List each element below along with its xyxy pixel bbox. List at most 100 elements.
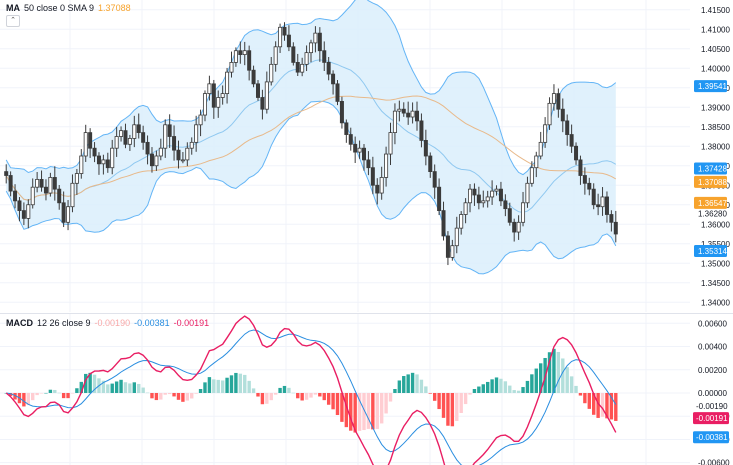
candle <box>317 27 322 62</box>
macd-value-label: -0.00191 <box>693 412 729 425</box>
candle <box>242 41 247 66</box>
histogram-bar <box>44 392 48 394</box>
macd-line <box>5 315 617 465</box>
macd-tick-label: 0.00000 <box>698 389 727 398</box>
ma-legend[interactable]: MA 50 close 0 SMA 9 1.37088 <box>6 3 135 13</box>
histogram-bar <box>375 392 379 429</box>
histogram-bar <box>605 392 609 419</box>
chevron-up-icon[interactable]: ⌃ <box>6 15 20 27</box>
svg-text:1.37088: 1.37088 <box>698 178 727 187</box>
candle <box>445 231 450 266</box>
price-axis[interactable]: 1.415001.410001.405001.400001.395001.390… <box>694 6 730 308</box>
candle <box>596 193 601 216</box>
candle <box>529 161 534 187</box>
candle <box>507 202 512 226</box>
candle <box>512 218 517 242</box>
candle <box>225 67 230 104</box>
histogram-bar <box>296 392 300 399</box>
price-tick-labels: 1.415001.410001.405001.400001.395001.390… <box>701 6 730 308</box>
histogram-bar <box>234 372 238 393</box>
histogram-bar <box>304 392 309 400</box>
histogram-bar <box>494 377 499 393</box>
histogram-bar <box>132 382 137 393</box>
price-value-label: 1.36280 <box>698 209 727 218</box>
histogram-bar <box>459 392 463 413</box>
candle <box>141 125 146 150</box>
candle <box>375 178 380 205</box>
histogram-bar <box>225 377 229 393</box>
histogram-bar <box>185 392 190 401</box>
candle <box>428 152 433 178</box>
histogram-bar <box>419 379 424 393</box>
candle <box>379 166 384 200</box>
ma-legend-name: MA <box>6 3 20 13</box>
candle <box>525 176 530 208</box>
price-tick-label: 1.39000 <box>701 103 730 112</box>
candle <box>207 75 212 101</box>
candle <box>154 150 159 171</box>
candle <box>220 85 225 105</box>
candle <box>127 134 132 151</box>
histogram-bar <box>614 392 618 421</box>
price-tick-label: 1.41500 <box>701 6 730 15</box>
histogram-bar <box>198 389 203 393</box>
candle <box>481 190 486 208</box>
candle <box>538 131 543 160</box>
svg-text:1.39541: 1.39541 <box>698 82 727 91</box>
candle <box>291 42 296 66</box>
histogram-bar <box>154 392 159 401</box>
candle <box>48 172 53 197</box>
candle <box>264 71 269 114</box>
histogram-bar <box>609 392 614 420</box>
histogram-bar <box>353 392 357 433</box>
macd-pane[interactable] <box>0 314 690 465</box>
histogram-bar <box>468 392 472 395</box>
histogram-bar <box>326 392 331 405</box>
histogram-bar <box>530 374 534 393</box>
candle <box>388 122 393 166</box>
histogram-bar <box>600 392 605 417</box>
candle <box>74 168 79 195</box>
macd-axis[interactable]: 0.006000.004000.002000.00000-0.00200-0.0… <box>693 319 730 465</box>
histogram-bar <box>84 373 88 393</box>
svg-text:1.35314: 1.35314 <box>698 247 727 256</box>
candle <box>163 119 168 158</box>
macd-legend[interactable]: MACD 12 26 close 9 -0.00190 -0.00381 -0.0019… <box>6 318 213 328</box>
histogram-bar <box>393 389 397 393</box>
histogram-bar <box>499 378 503 393</box>
candle <box>613 210 618 243</box>
candle <box>547 97 552 130</box>
candle <box>132 115 137 148</box>
candle <box>110 139 115 175</box>
macd-legend-v3: -0.00191 <box>173 318 210 328</box>
histogram-bar <box>583 392 587 404</box>
candle <box>587 177 592 196</box>
candle <box>66 199 71 231</box>
candle <box>282 22 287 41</box>
candle <box>574 142 579 165</box>
histogram-bar <box>379 392 384 424</box>
histogram-bar <box>410 372 415 393</box>
price-tick-label: 1.36000 <box>701 220 730 229</box>
candle <box>313 26 318 53</box>
macd-legend-v2: -0.00381 <box>134 318 170 328</box>
histogram-bar <box>512 390 516 393</box>
histogram-bar <box>402 376 406 393</box>
candle <box>494 185 499 196</box>
macd-signal-line <box>6 329 617 465</box>
candle <box>21 202 26 226</box>
histogram-bar <box>432 392 437 401</box>
histogram-bar <box>269 392 273 401</box>
candle <box>176 140 181 169</box>
price-pane[interactable] <box>0 0 690 312</box>
histogram-bar <box>340 392 344 422</box>
histogram-bar <box>163 392 167 395</box>
candle <box>114 126 119 157</box>
candle <box>432 164 437 199</box>
candle <box>158 138 163 161</box>
candle <box>202 90 207 122</box>
histogram-bar <box>181 392 185 402</box>
histogram-bar <box>291 392 296 394</box>
histogram-bar <box>229 375 234 393</box>
